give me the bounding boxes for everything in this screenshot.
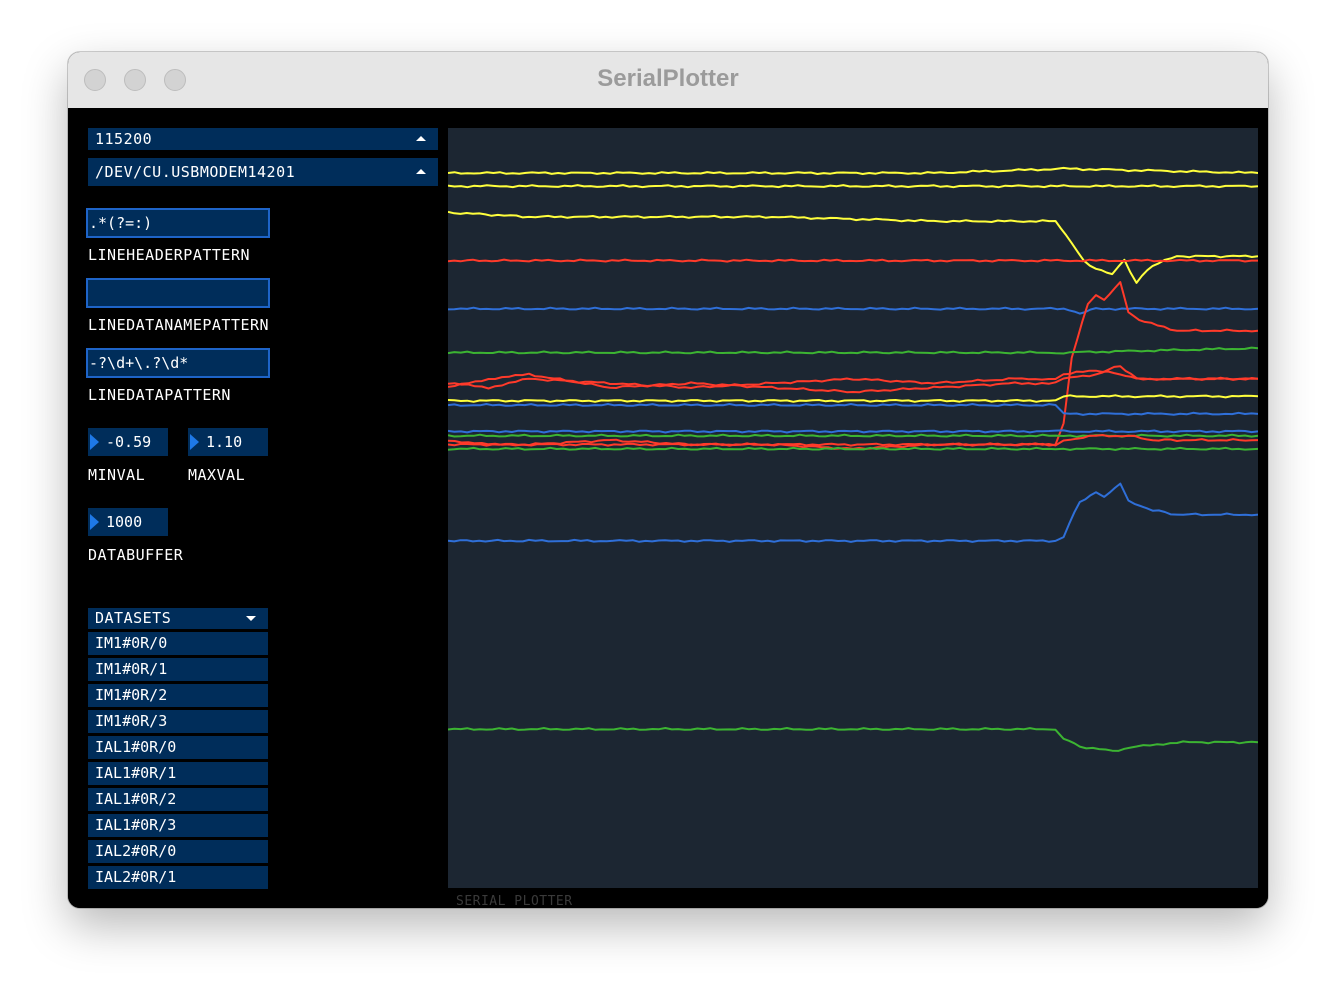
baud-rate-dropdown[interactable]: 115200: [88, 128, 438, 150]
chevron-down-icon: [246, 616, 256, 621]
series-line-yellow-1: [448, 166, 1258, 175]
min-val-number-box[interactable]: -0.59: [88, 428, 168, 456]
dataset-item[interactable]: IAL1#0R/3: [88, 814, 268, 837]
close-window-button[interactable]: [84, 69, 106, 91]
series-line-blue-3: [448, 429, 1258, 434]
series-line-yellow-4: [448, 394, 1258, 403]
plot-canvas: [448, 166, 1258, 752]
datasets-header-label: DATASETS: [95, 609, 172, 627]
dataset-item[interactable]: IAL2#0R/0: [88, 840, 268, 863]
min-val-value: -0.59: [106, 433, 152, 451]
dataset-item[interactable]: IM1#0R/1: [88, 658, 268, 681]
line-data-pattern-label: LINEDATAPATTERN: [88, 386, 231, 404]
minimize-window-button[interactable]: [124, 69, 146, 91]
series-line-yellow-3: [448, 210, 1258, 284]
series-line-blue-2: [448, 403, 1258, 416]
line-data-name-pattern-label: LINEDATANAMEPATTERN: [88, 316, 270, 334]
line-data-name-pattern-input[interactable]: [86, 278, 270, 308]
max-val-value: 1.10: [206, 433, 243, 451]
app-content: 115200 /DEV/CU.USBMODEM14201 .*(?=:) LIN…: [68, 108, 1268, 908]
line-header-pattern-label: LINEHEADERPATTERN: [88, 246, 251, 264]
drag-handle-icon: [90, 434, 99, 450]
baud-rate-value: 115200: [95, 130, 153, 148]
dataset-item[interactable]: IAL1#0R/2: [88, 788, 268, 811]
series-line-red-4: [448, 365, 1258, 394]
series-line-blue-1: [448, 306, 1258, 315]
datasets-list-header[interactable]: DATASETS: [88, 608, 268, 629]
dataset-item[interactable]: IM1#0R/3: [88, 710, 268, 733]
series-line-green-1: [448, 346, 1258, 355]
chevron-up-icon: [416, 169, 426, 174]
serial-port-dropdown[interactable]: /DEV/CU.USBMODEM14201: [88, 158, 438, 186]
serial-port-value: /DEV/CU.USBMODEM14201: [95, 163, 296, 181]
window-title: SerialPlotter: [597, 65, 739, 92]
dataset-item[interactable]: IAL1#0R/0: [88, 736, 268, 759]
data-buffer-label: DATABUFFER: [88, 546, 184, 564]
line-data-pattern-input[interactable]: -?\d+\.?\d*: [86, 348, 270, 378]
min-val-label: MINVAL: [88, 466, 146, 484]
plot-area[interactable]: [448, 128, 1258, 888]
series-line-yellow-2: [448, 184, 1258, 189]
data-buffer-number-box[interactable]: 1000: [88, 508, 168, 536]
drag-handle-icon: [90, 514, 99, 530]
max-val-number-box[interactable]: 1.10: [188, 428, 268, 456]
dataset-item[interactable]: IAL1#0R/1: [88, 762, 268, 785]
serialplotter-window: SerialPlotter 115200 /DEV/CU.USBMODEM142…: [68, 52, 1268, 908]
series-line-blue-4: [448, 482, 1258, 543]
drag-handle-icon: [190, 434, 199, 450]
dataset-item[interactable]: IM1#0R/2: [88, 684, 268, 707]
dataset-item[interactable]: IAL2#0R/1: [88, 866, 268, 889]
title-bar: SerialPlotter: [68, 52, 1268, 109]
line-header-pattern-input[interactable]: .*(?=:): [86, 208, 270, 238]
dataset-item[interactable]: IM1#0R/0: [88, 632, 268, 655]
series-line-green-4: [448, 727, 1258, 752]
series-line-red-2: [448, 281, 1258, 447]
chevron-up-icon: [416, 136, 426, 141]
series-line-red-5: [448, 434, 1258, 450]
series-line-green-3: [448, 446, 1258, 451]
series-line-red-3: [448, 369, 1258, 390]
plot-caption: SERIAL PLOTTER: [456, 894, 573, 908]
data-buffer-value: 1000: [106, 513, 143, 531]
maximize-window-button[interactable]: [164, 69, 186, 91]
series-line-red-1: [448, 258, 1258, 263]
max-val-label: MAXVAL: [188, 466, 246, 484]
